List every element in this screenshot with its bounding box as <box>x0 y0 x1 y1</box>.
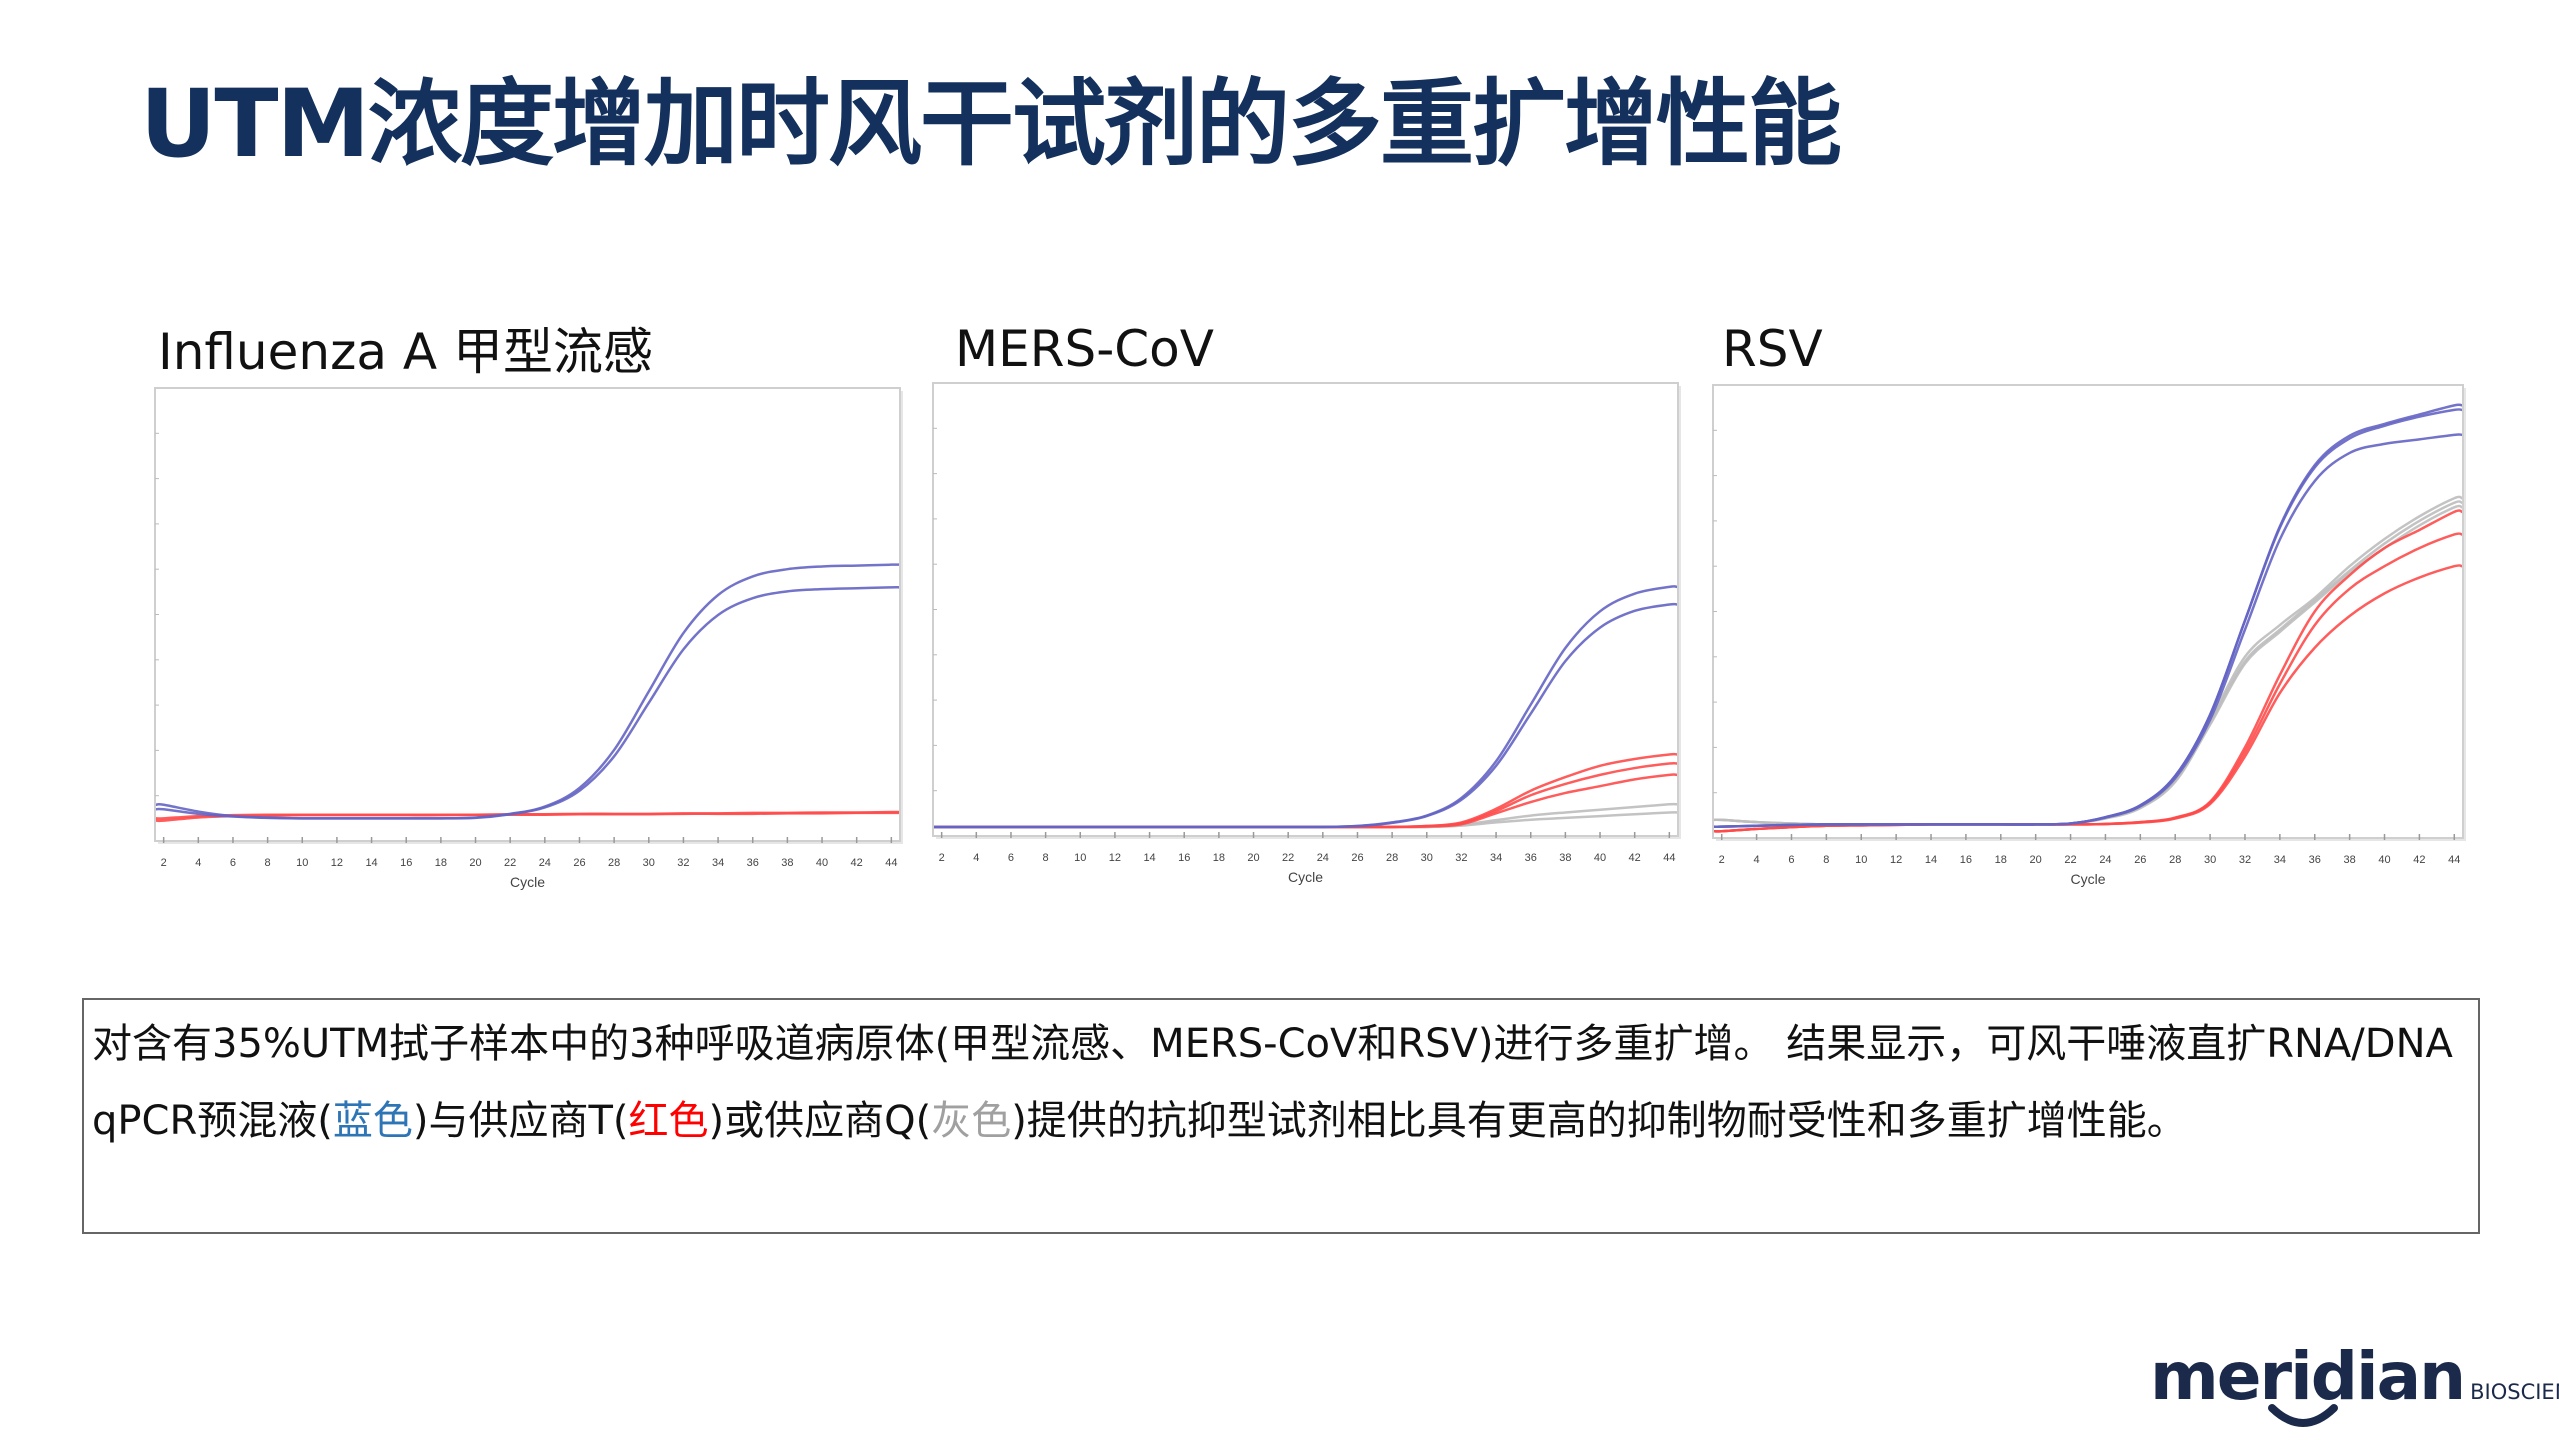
x-tick-label: 18 <box>1213 852 1225 864</box>
x-tick-label: 42 <box>851 857 863 869</box>
x-tick-label: 12 <box>1109 852 1121 864</box>
x-tick-label: 34 <box>712 857 724 869</box>
x-tick-label: 32 <box>1455 852 1467 864</box>
series-line-blue <box>155 586 900 820</box>
x-tick-label: 4 <box>195 857 201 869</box>
x-tick-label: 44 <box>885 857 897 869</box>
x-axis-label: Cycle <box>1288 869 1323 885</box>
slide-title: UTM浓度增加时风干试剂的多重扩增性能 <box>140 70 1842 179</box>
x-tick-label: 14 <box>365 857 377 869</box>
x-tick-label: 4 <box>1754 854 1760 866</box>
series-line-red <box>155 811 899 823</box>
x-tick-label: 2 <box>939 852 945 864</box>
x-tick-label: 30 <box>2204 854 2216 866</box>
x-tick-label: 38 <box>2344 854 2356 866</box>
chart-mers: 2 4 6 8 10 12 14 16 18 20 22 24 26 28 30 32 34 36 38 40 42 44… <box>932 382 1681 885</box>
x-tick-label: 10 <box>296 857 308 869</box>
x-axis-label: Cycle <box>510 874 545 890</box>
x-tick-label: 42 <box>1629 852 1641 864</box>
x-tick-label: 24 <box>1317 852 1329 864</box>
gray-label: 灰色 <box>931 1098 1012 1144</box>
x-tick-label: 20 <box>469 857 481 869</box>
x-tick-label: 16 <box>400 857 412 869</box>
x-tick-label: 36 <box>1525 852 1537 864</box>
series-line-blue <box>1713 433 2463 828</box>
x-tick-label: 36 <box>2309 854 2321 866</box>
x-tick-label: 20 <box>2030 854 2042 866</box>
x-tick-label: 26 <box>2134 854 2146 866</box>
x-tick-label: 6 <box>1788 854 1794 866</box>
description-text: )或供应商Q( <box>708 1098 932 1144</box>
chart-title-influenza: Influenza A 甲型流感 <box>158 323 653 381</box>
x-tick-label: 38 <box>781 857 793 869</box>
x-tick-label: 40 <box>816 857 828 869</box>
x-tick-label: 40 <box>2378 854 2390 866</box>
description-text: 对含有35%UTM拭子样本中的3种呼吸道病原体(甲型流感、MERS-CoV和RS… <box>92 1021 2453 1144</box>
x-tick-label: 18 <box>435 857 447 869</box>
x-tick-label: 12 <box>331 857 343 869</box>
x-tick-label: 2 <box>1719 854 1725 866</box>
series-line-red <box>1713 564 2463 833</box>
plot-area <box>154 387 901 842</box>
plot-area <box>932 382 1679 837</box>
chart-title-rsv: RSV <box>1722 320 1823 378</box>
x-tick-label: 22 <box>2064 854 2076 866</box>
x-tick-label: 24 <box>2099 854 2111 866</box>
x-tick-label: 8 <box>1043 852 1049 864</box>
x-axis-label: Cycle <box>2070 871 2105 887</box>
x-tick-label: 36 <box>747 857 759 869</box>
chart-rsv: 2 4 6 8 10 12 14 16 18 20 22 24 26 28 30 32 34 36 38 40 42 44… <box>1712 384 2466 887</box>
meridian-logo: meridianBIOSCIENCE™ <box>2150 1338 2559 1427</box>
x-tick-label: 20 <box>1247 852 1259 864</box>
x-tick-label: 26 <box>1351 852 1363 864</box>
x-tick-label: 34 <box>2274 854 2286 866</box>
x-tick-label: 44 <box>1663 852 1675 864</box>
x-tick-label: 8 <box>1823 854 1829 866</box>
x-tick-label: 32 <box>677 857 689 869</box>
x-tick-label: 14 <box>1143 852 1155 864</box>
x-tick-label: 8 <box>265 857 271 869</box>
x-tick-label: 42 <box>2413 854 2425 866</box>
x-tick-label: 10 <box>1074 852 1086 864</box>
x-tick-label: 24 <box>539 857 551 869</box>
red-label: 红色 <box>628 1098 709 1144</box>
x-tick-label: 14 <box>1925 854 1937 866</box>
x-tick-label: 12 <box>1890 854 1902 866</box>
logo-wordmark: meridian <box>2150 1338 2466 1415</box>
x-tick-label: 2 <box>161 857 167 869</box>
x-tick-label: 6 <box>230 857 236 869</box>
x-tick-label: 4 <box>973 852 979 864</box>
x-tick-label: 28 <box>608 857 620 869</box>
description-text: )与供应商T( <box>412 1098 629 1144</box>
x-tick-label: 28 <box>2169 854 2181 866</box>
chart-title-mers: MERS-CoV <box>955 320 1214 378</box>
x-tick-label: 10 <box>1855 854 1867 866</box>
blue-label: 蓝色 <box>332 1098 413 1144</box>
x-tick-label: 38 <box>1559 852 1571 864</box>
description-box: 对含有35%UTM拭子样本中的3种呼吸道病原体(甲型流感、MERS-CoV和RS… <box>82 998 2480 1234</box>
chart-influenza: 2 4 6 8 10 12 14 16 18 20 22 24 26 28 30 32 34 36 38 40 42 44… <box>154 387 903 890</box>
logo-smile-icon <box>2268 1404 2338 1427</box>
x-tick-label: 40 <box>1594 852 1606 864</box>
x-tick-label: 34 <box>1490 852 1502 864</box>
x-tick-label: 26 <box>573 857 585 869</box>
x-tick-label: 18 <box>1995 854 2007 866</box>
x-tick-label: 32 <box>2239 854 2251 866</box>
x-tick-label: 22 <box>504 857 516 869</box>
x-tick-label: 6 <box>1008 852 1014 864</box>
x-tick-label: 30 <box>643 857 655 869</box>
x-tick-label: 16 <box>1960 854 1972 866</box>
x-tick-label: 22 <box>1282 852 1294 864</box>
series-line-blue <box>934 602 1678 829</box>
x-tick-label: 44 <box>2448 854 2460 866</box>
x-tick-label: 30 <box>1421 852 1433 864</box>
x-tick-label: 16 <box>1178 852 1190 864</box>
description-text: )提供的抗抑型试剂相比具有更高的抑制物耐受性和多重扩增性能。 <box>1011 1098 2187 1144</box>
x-tick-label: 28 <box>1386 852 1398 864</box>
logo-subtext: BIOSCIENCE™ <box>2470 1380 2559 1404</box>
